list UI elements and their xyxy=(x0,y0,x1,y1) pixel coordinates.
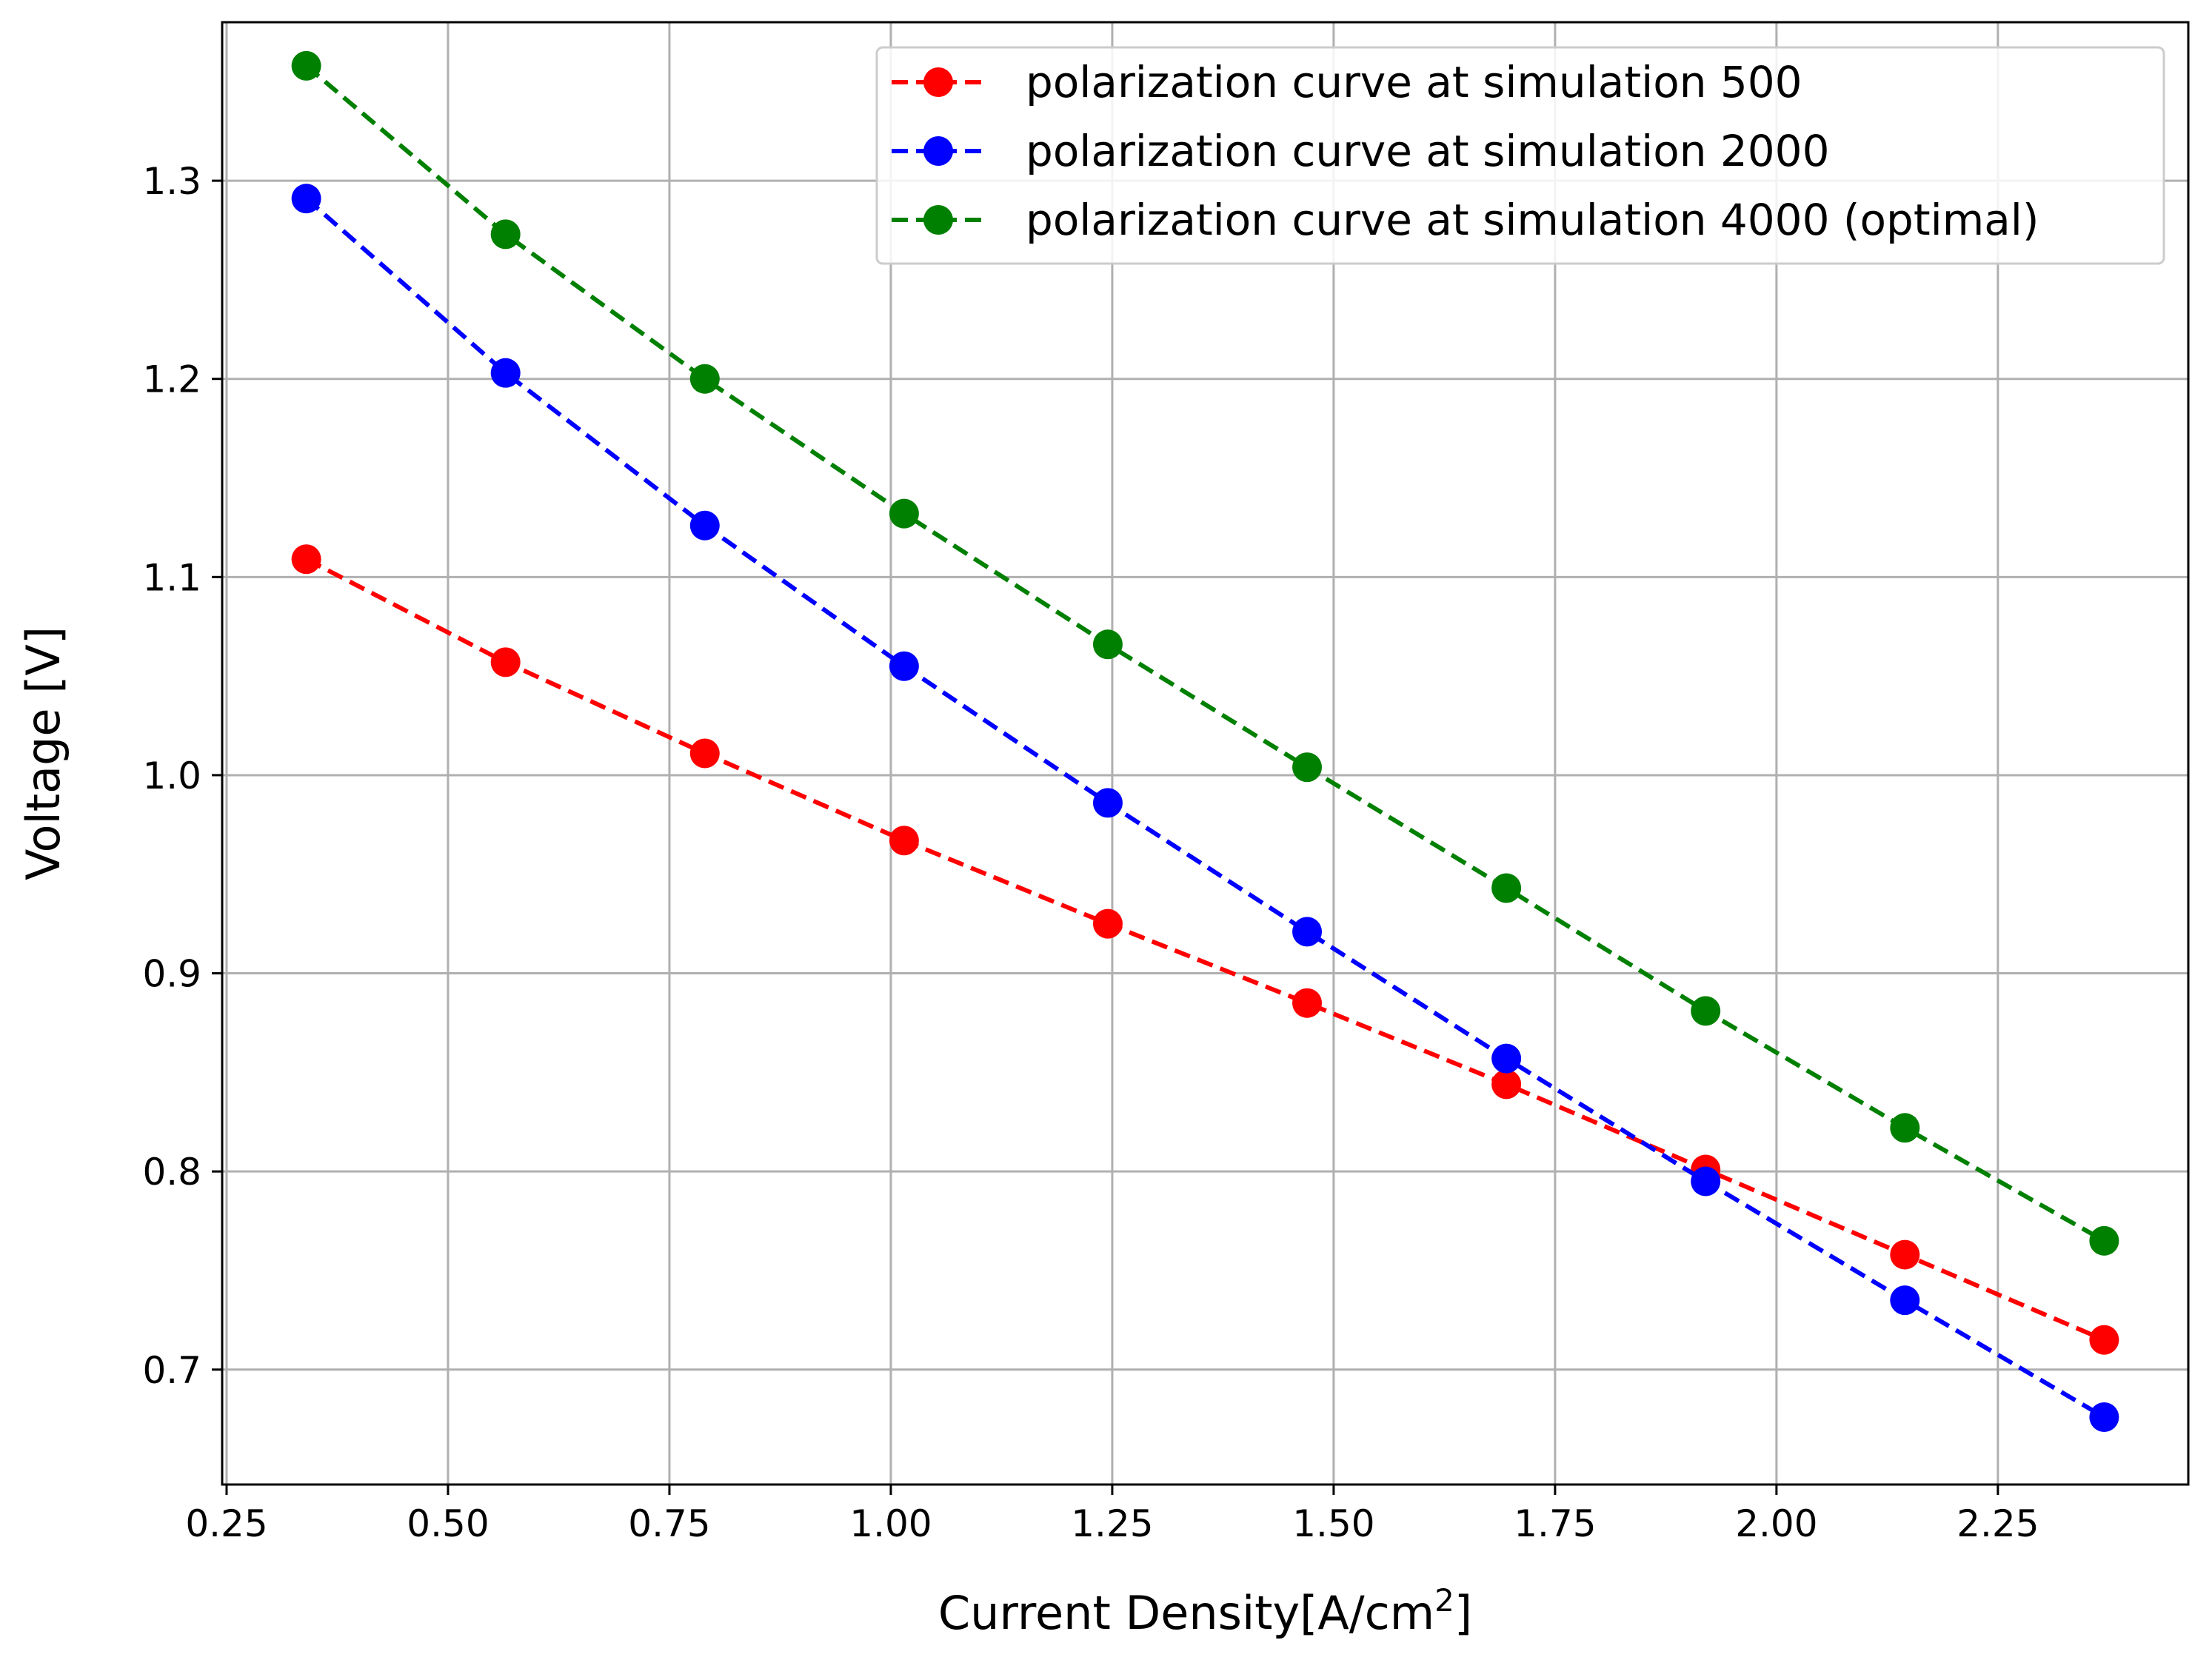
x-axis-title: Current Density[A/cm2] xyxy=(938,1582,1472,1641)
legend-label: polarization curve at simulation 2000 xyxy=(1026,126,1830,176)
data-point xyxy=(1292,752,1323,783)
legend-item: polarization curve at simulation 500 xyxy=(892,57,1802,107)
data-point xyxy=(889,826,919,856)
data-point xyxy=(1292,988,1323,1018)
data-point xyxy=(291,50,321,81)
data-point xyxy=(490,358,521,388)
x-tick-label: 0.75 xyxy=(628,1502,710,1545)
x-tick-label: 0.25 xyxy=(185,1502,267,1545)
legend: polarization curve at simulation 500 pola… xyxy=(875,46,2165,265)
series-line xyxy=(304,64,2105,1243)
x-axis-title-main: Current Density[A/cm xyxy=(938,1586,1434,1640)
x-tick-label: 1.00 xyxy=(849,1502,932,1545)
ticks: 0.25 0.50 0.75 1.00 1.25 1.50 1.75 2.00 2.25 0.7 0… xyxy=(142,160,2039,1545)
data-point xyxy=(1691,1166,1721,1197)
data-point xyxy=(1092,908,1123,939)
data-point xyxy=(1292,917,1323,947)
y-tick-label: 0.8 xyxy=(142,1151,201,1194)
legend-box xyxy=(875,46,2165,265)
data-point xyxy=(490,647,521,677)
x-tick-label: 1.75 xyxy=(1514,1502,1596,1545)
data-point xyxy=(1890,1113,1920,1143)
y-tick-label: 0.9 xyxy=(142,953,201,996)
legend-item: polarization curve at simulation 4000 (o… xyxy=(892,195,2039,245)
y-tick-label: 1.2 xyxy=(142,358,201,401)
legend-label: polarization curve at simulation 500 xyxy=(1026,57,1802,107)
y-tick-label: 1.1 xyxy=(142,556,201,599)
y-tick-label: 1.3 xyxy=(142,160,201,203)
data-point xyxy=(1491,873,1522,903)
data-point xyxy=(689,738,720,769)
data-point xyxy=(291,544,321,575)
y-tick-label: 0.7 xyxy=(142,1349,201,1392)
data-point xyxy=(490,219,521,250)
data-point xyxy=(1491,1043,1522,1074)
data-point xyxy=(1890,1285,1920,1316)
data-point xyxy=(1491,1069,1522,1100)
data-point xyxy=(889,498,919,529)
series-line xyxy=(305,557,2105,1342)
plot-frame xyxy=(221,21,2190,1486)
series-1 xyxy=(291,544,2119,1355)
x-axis-title-suffix: ] xyxy=(1454,1586,1472,1640)
series-2 xyxy=(291,184,2119,1433)
legend-item: polarization curve at simulation 2000 xyxy=(892,126,1830,176)
y-tick-label: 1.0 xyxy=(142,754,201,797)
x-tick-label: 2.00 xyxy=(1735,1502,1817,1545)
x-axis-title-superscript: 2 xyxy=(1434,1582,1454,1619)
x-tick-label: 2.25 xyxy=(1957,1502,2039,1545)
data-point xyxy=(291,184,321,214)
x-tick-label: 1.50 xyxy=(1292,1502,1374,1545)
legend-marker xyxy=(923,205,953,235)
data-point xyxy=(689,364,720,394)
data-point xyxy=(1691,996,1721,1026)
y-axis-title: Voltage [V] xyxy=(16,626,70,880)
x-tick-label: 1.25 xyxy=(1071,1502,1153,1545)
data-point xyxy=(889,651,919,681)
series-3 xyxy=(291,50,2119,1256)
data-point xyxy=(1890,1239,1920,1270)
legend-marker xyxy=(923,67,953,97)
legend-label: polarization curve at simulation 4000 (o… xyxy=(1026,195,2039,245)
data-point xyxy=(689,510,720,540)
data-point xyxy=(2089,1325,2119,1355)
legend-marker xyxy=(923,136,953,166)
data-point xyxy=(2089,1402,2119,1433)
data-point xyxy=(1092,788,1123,818)
data-point xyxy=(1092,629,1123,660)
grid xyxy=(222,22,2188,1485)
x-tick-label: 0.50 xyxy=(407,1502,489,1545)
series-layer xyxy=(291,50,2119,1433)
data-point xyxy=(2089,1225,2119,1256)
